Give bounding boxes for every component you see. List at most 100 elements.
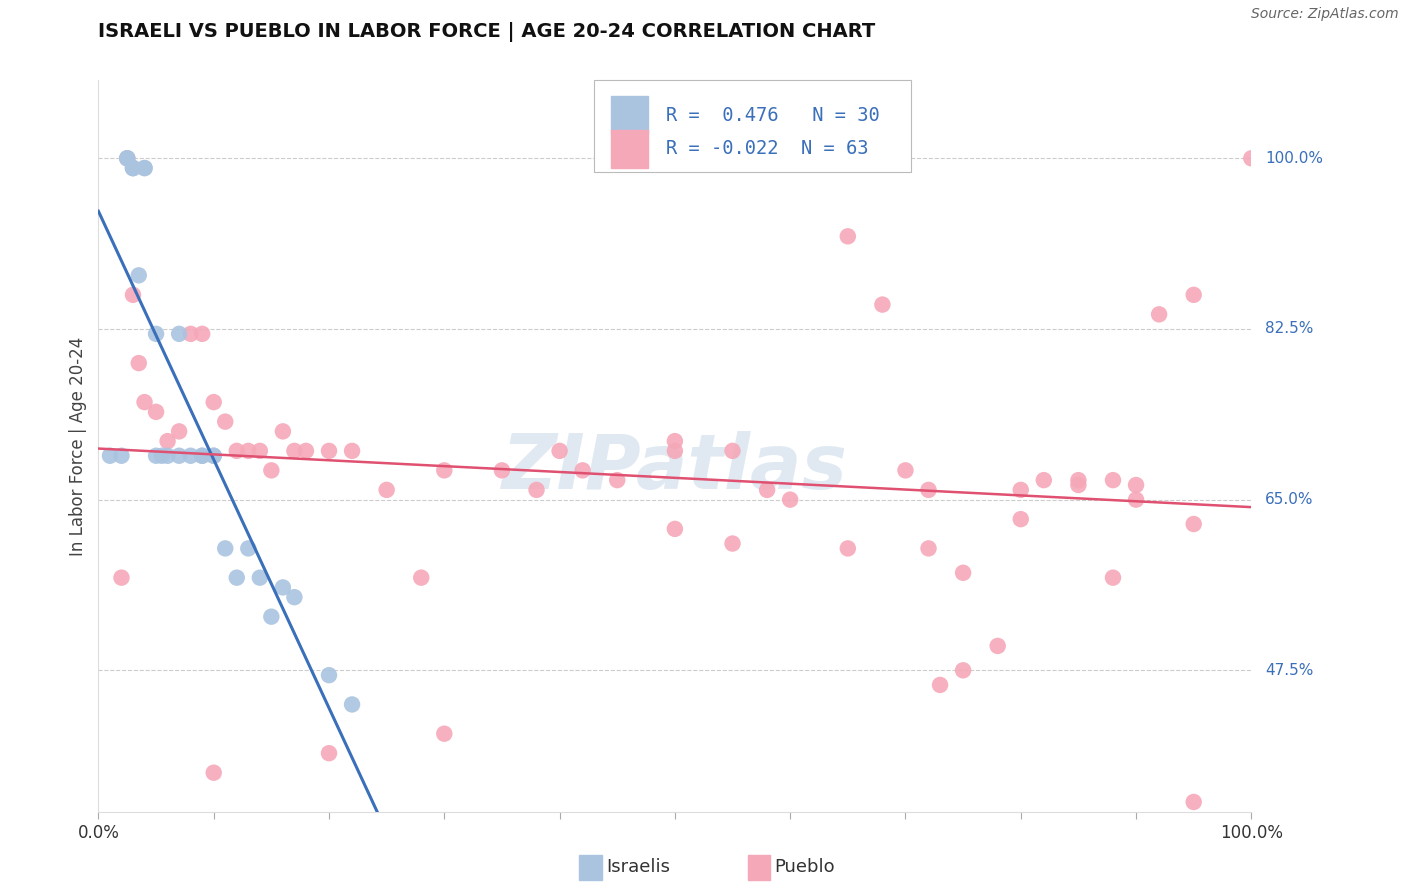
FancyBboxPatch shape (612, 96, 648, 134)
Point (756, 483, 779, 497)
Point (1125, 492, 1147, 507)
Point (283, 590, 305, 604)
Point (571, 463, 593, 477)
Point (225, 443, 247, 458)
Point (548, 443, 571, 458)
Point (375, 483, 398, 497)
Point (249, 571, 271, 585)
Point (1147, 307, 1170, 321)
Text: Pueblo: Pueblo (775, 858, 835, 876)
Point (283, 443, 305, 458)
Point (318, 746, 340, 760)
Text: ISRAELI VS PUEBLO IN LABOR FORCE | AGE 20-24 CORRELATION CHART: ISRAELI VS PUEBLO IN LABOR FORCE | AGE 2… (98, 22, 876, 42)
Point (917, 483, 939, 497)
Point (664, 434, 686, 449)
Point (117, 151, 138, 165)
Point (145, 326, 167, 341)
Point (214, 541, 236, 556)
Point (987, 639, 1010, 653)
Point (145, 405, 167, 419)
Point (156, 434, 179, 449)
Point (122, 288, 145, 302)
Point (180, 449, 202, 463)
Point (526, 483, 548, 497)
Text: R =  0.476   N = 30: R = 0.476 N = 30 (665, 105, 879, 125)
Point (1102, 571, 1125, 585)
Point (260, 609, 283, 624)
Point (779, 492, 801, 507)
Point (214, 415, 236, 429)
Text: 82.5%: 82.5% (1265, 321, 1313, 336)
Point (167, 326, 190, 341)
Point (110, 571, 132, 585)
Text: 47.5%: 47.5% (1265, 663, 1313, 678)
Point (1032, 473, 1054, 487)
Point (271, 581, 294, 595)
Point (1182, 795, 1205, 809)
Point (249, 443, 271, 458)
Point (952, 566, 974, 580)
Point (411, 571, 433, 585)
Point (260, 463, 283, 477)
Point (202, 449, 225, 463)
Point (837, 541, 859, 556)
Point (110, 449, 132, 463)
Point (295, 443, 318, 458)
Point (1010, 512, 1032, 526)
Point (433, 463, 456, 477)
Point (122, 161, 145, 175)
Text: Israelis: Israelis (606, 858, 671, 876)
Point (134, 161, 156, 175)
Point (167, 449, 190, 463)
Point (191, 449, 214, 463)
FancyBboxPatch shape (612, 130, 648, 168)
Text: Source: ZipAtlas.com: Source: ZipAtlas.com (1251, 7, 1399, 21)
Point (491, 463, 513, 477)
Point (664, 443, 686, 458)
Point (180, 326, 202, 341)
Point (122, 161, 145, 175)
Point (1067, 473, 1090, 487)
Point (202, 395, 225, 409)
Point (202, 765, 225, 780)
Point (1010, 483, 1032, 497)
Point (156, 449, 179, 463)
Point (837, 229, 859, 244)
Point (117, 151, 138, 165)
Point (238, 541, 260, 556)
Point (433, 727, 456, 741)
Point (318, 443, 340, 458)
Point (225, 571, 247, 585)
Point (1125, 478, 1147, 492)
Point (1182, 288, 1205, 302)
Point (202, 449, 225, 463)
Point (340, 443, 363, 458)
Point (1102, 473, 1125, 487)
Point (98, 449, 121, 463)
Text: R = -0.022  N = 63: R = -0.022 N = 63 (665, 139, 868, 159)
Text: ZIPatlas: ZIPatlas (502, 431, 848, 505)
Point (1182, 516, 1205, 531)
Point (122, 161, 145, 175)
Point (191, 326, 214, 341)
Point (340, 698, 363, 712)
Point (1240, 151, 1263, 165)
Point (167, 425, 190, 439)
Point (872, 297, 894, 311)
Point (894, 463, 917, 477)
Point (929, 678, 952, 692)
Point (128, 268, 150, 283)
Point (917, 541, 939, 556)
Y-axis label: In Labor Force | Age 20-24: In Labor Force | Age 20-24 (69, 336, 87, 556)
Text: 100.0%: 100.0% (1265, 151, 1323, 166)
Point (318, 668, 340, 682)
Point (1067, 478, 1090, 492)
Point (134, 395, 156, 409)
Point (664, 522, 686, 536)
Point (117, 151, 138, 165)
Point (191, 449, 214, 463)
Point (238, 443, 260, 458)
Point (134, 161, 156, 175)
Point (150, 449, 173, 463)
Point (145, 449, 167, 463)
